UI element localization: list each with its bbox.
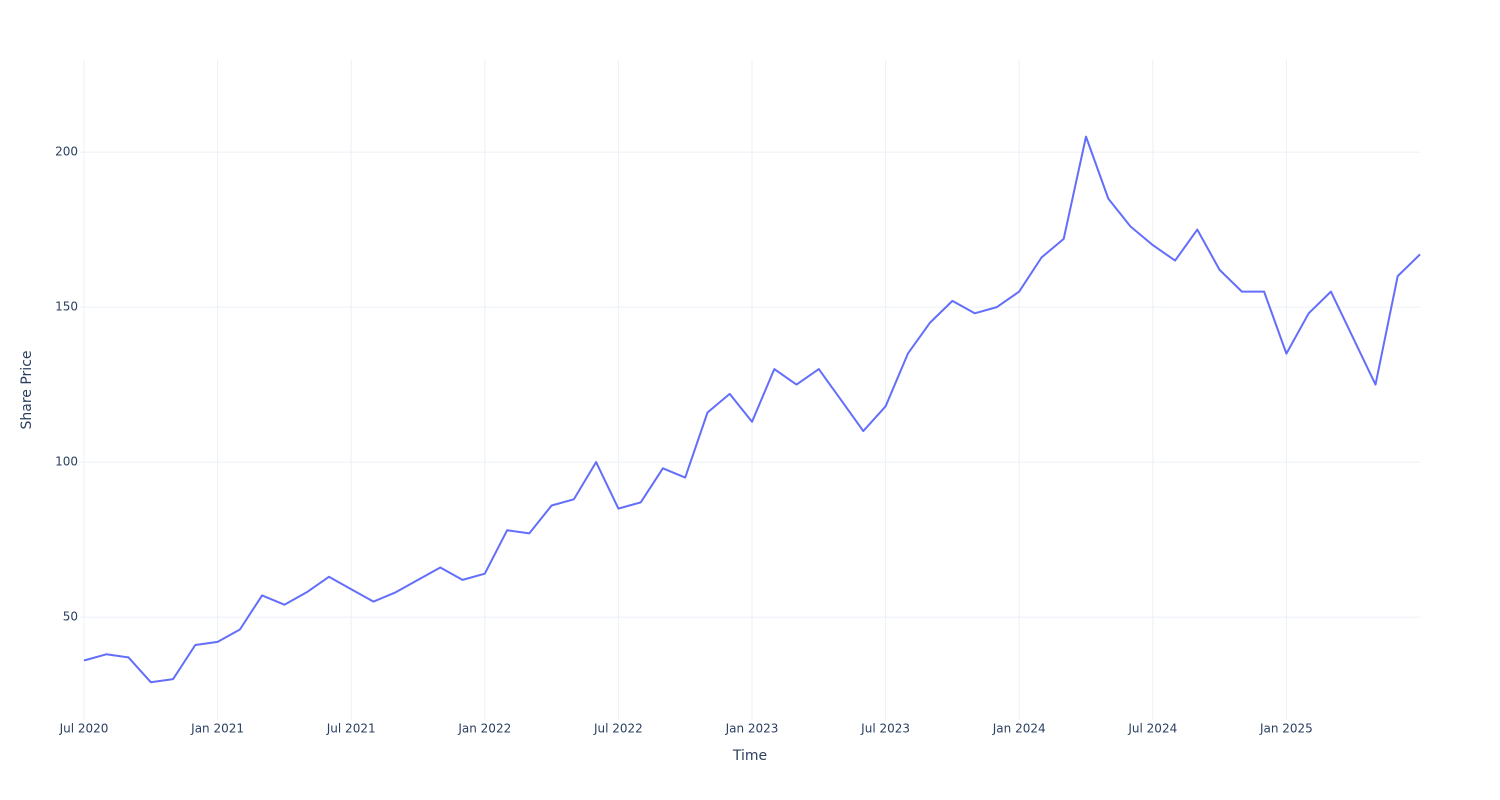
- line-series: [83, 135, 1421, 684]
- x-tick-label: Jul 2021: [326, 722, 376, 736]
- x-tick-label: Jul 2022: [593, 722, 643, 736]
- x-axis-title: Time: [732, 748, 767, 764]
- x-tick-label: Jan 2022: [457, 722, 511, 736]
- x-tick-label: Jan 2025: [1259, 722, 1313, 736]
- x-tick-label: Jan 2021: [190, 722, 244, 736]
- y-axis-title: Share Price: [19, 350, 35, 429]
- x-tick-label: Jul 2024: [1127, 722, 1177, 736]
- y-tick-label: 150: [55, 300, 78, 314]
- y-tick-label: 200: [55, 145, 78, 159]
- x-tick-label: Jul 2023: [860, 722, 910, 736]
- y-tick-label: 50: [63, 610, 78, 624]
- y-tick-label: 100: [55, 455, 78, 469]
- x-tick-label: Jan 2023: [725, 722, 779, 736]
- x-tick-label: Jul 2020: [59, 722, 109, 736]
- x-tick-label: Jan 2024: [992, 722, 1046, 736]
